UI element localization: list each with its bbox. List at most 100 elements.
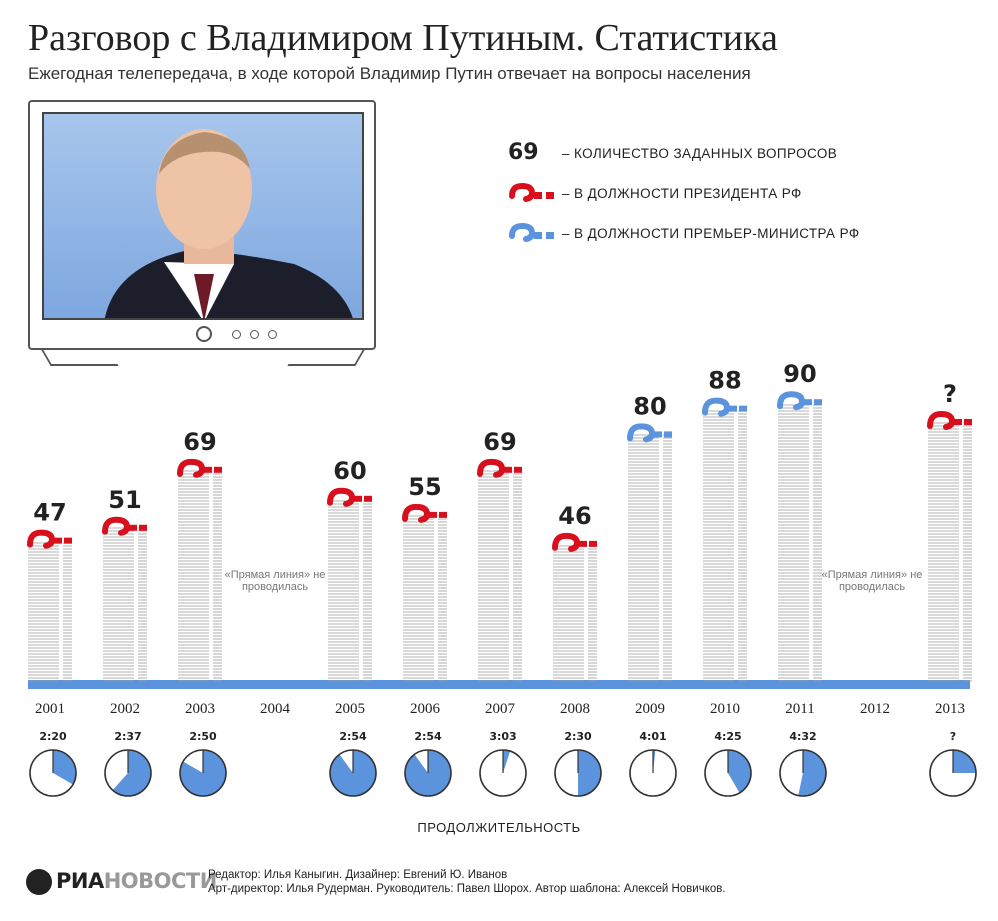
value-label: 60 — [333, 457, 366, 485]
question-mark-icon — [509, 182, 554, 202]
question-mark-dash — [804, 399, 812, 406]
year-label: 2013 — [935, 701, 965, 717]
question-mark-icon — [327, 487, 356, 507]
bar-2003 — [178, 470, 222, 682]
duration-label: 4:32 — [789, 730, 816, 743]
question-mark-dash — [964, 419, 972, 425]
question-mark-dash — [439, 511, 447, 518]
year-label: 2011 — [785, 701, 814, 717]
bar-2008 — [553, 545, 597, 682]
bar-2013 — [928, 422, 972, 682]
value-label: 55 — [408, 473, 441, 501]
question-mark-dash — [504, 466, 512, 473]
duration-label: 2:54 — [414, 730, 442, 743]
not-held-note-2012: «Прямая линия» не проводилась — [821, 569, 923, 593]
question-mark-dash — [729, 405, 737, 412]
tv-icon — [28, 100, 376, 350]
ria-globe-icon — [26, 869, 52, 895]
tv-dot-icon — [232, 330, 241, 339]
duration-label: 2:20 — [39, 730, 67, 743]
clock-fill — [798, 750, 827, 797]
page-subtitle: Ежегодная телепередача, в ходе которой В… — [28, 64, 751, 83]
question-mark-dash — [64, 537, 72, 544]
tv-power-button-icon — [196, 326, 212, 342]
question-mark-dash — [654, 431, 662, 438]
bar-2001 — [28, 542, 72, 682]
bar-2006 — [403, 515, 447, 682]
question-mark-dash — [129, 524, 137, 531]
value-label: 80 — [633, 392, 666, 420]
question-mark-dash — [664, 431, 672, 438]
value-label: 90 — [783, 360, 816, 388]
question-mark-icon — [477, 458, 506, 478]
question-mark-dash — [139, 524, 147, 531]
year-label: 2004 — [260, 701, 291, 717]
clock-fill — [53, 750, 76, 785]
question-mark-icon — [27, 529, 56, 549]
clock-fill — [653, 750, 656, 773]
tv-dot-icon — [250, 330, 259, 339]
duration-label: 2:54 — [339, 730, 367, 743]
year-label: 2002 — [110, 701, 140, 717]
clock-fill — [503, 750, 511, 773]
question-mark-dash — [429, 511, 437, 518]
question-mark-dash — [589, 540, 597, 547]
clock-fill — [728, 750, 751, 793]
year-label: 2006 — [410, 701, 441, 717]
value-label: 47 — [33, 499, 66, 527]
year-label: 2007 — [485, 701, 516, 717]
tv-dot-icon — [268, 330, 277, 339]
clock-fill — [953, 750, 976, 773]
question-mark-icon — [402, 503, 431, 523]
year-label: 2010 — [710, 701, 740, 717]
not-held-note-2004: «Прямая линия» не проводилась — [224, 569, 326, 593]
duration-label: 4:01 — [639, 730, 666, 743]
value-label: 51 — [108, 486, 141, 514]
bar-2007 — [478, 470, 522, 682]
legend-president-label: – В ДОЛЖНОСТИ ПРЕЗИДЕНТА РФ — [562, 186, 802, 201]
year-label: 2009 — [635, 701, 665, 717]
question-mark-icon — [102, 516, 131, 536]
duration-label: ? — [950, 730, 956, 743]
question-mark-icon — [702, 397, 731, 417]
duration-label: 2:30 — [564, 730, 592, 743]
question-mark-dash — [514, 466, 522, 473]
year-label: 2008 — [560, 701, 590, 717]
question-mark-icon — [509, 222, 554, 242]
bar-2011 — [778, 404, 822, 682]
credits: Редактор: Илья Каныгин. Дизайнер: Евгени… — [208, 868, 726, 896]
value-label: 46 — [558, 502, 591, 530]
question-mark-icon — [777, 391, 806, 411]
bar-2005 — [328, 500, 372, 682]
year-label: 2012 — [860, 701, 890, 717]
value-label: 69 — [183, 428, 216, 456]
question-mark-dash — [204, 466, 212, 473]
year-label: 2005 — [335, 701, 365, 717]
question-mark-dash — [579, 540, 587, 547]
duration-axis-label: ПРОДОЛЖИТЕЛЬНОСТЬ — [417, 820, 581, 835]
credits-line-2: Арт-директор: Илья Рудерман. Руководител… — [208, 883, 726, 895]
question-mark-icon — [627, 423, 656, 443]
legend-pm-label: – В ДОЛЖНОСТИ ПРЕМЬЕР-МИНИСТРА РФ — [562, 226, 860, 241]
year-label: 2003 — [185, 701, 215, 717]
question-mark-dash — [814, 399, 822, 406]
question-mark-dash — [364, 495, 372, 502]
question-mark-dash — [54, 537, 62, 544]
bar-2009 — [628, 434, 672, 682]
year-label: 2001 — [35, 701, 65, 717]
duration-label: 3:03 — [489, 730, 516, 743]
clock-fill — [112, 750, 151, 797]
question-mark-dash — [354, 495, 362, 502]
question-mark-dash — [739, 405, 747, 412]
question-mark-icon — [552, 532, 581, 552]
duration-label: 4:25 — [714, 730, 741, 743]
value-label: 69 — [483, 428, 516, 456]
question-mark-icon — [927, 410, 956, 430]
question-mark-icon — [177, 458, 206, 478]
logo-text: РИАНОВОСТИ — [56, 869, 217, 893]
page-title: Разговор с Владимиром Путиным. Статистик… — [28, 17, 778, 59]
bar-2010 — [703, 410, 747, 682]
baseline-bar — [28, 680, 970, 689]
tv-screen-photo — [42, 112, 364, 320]
